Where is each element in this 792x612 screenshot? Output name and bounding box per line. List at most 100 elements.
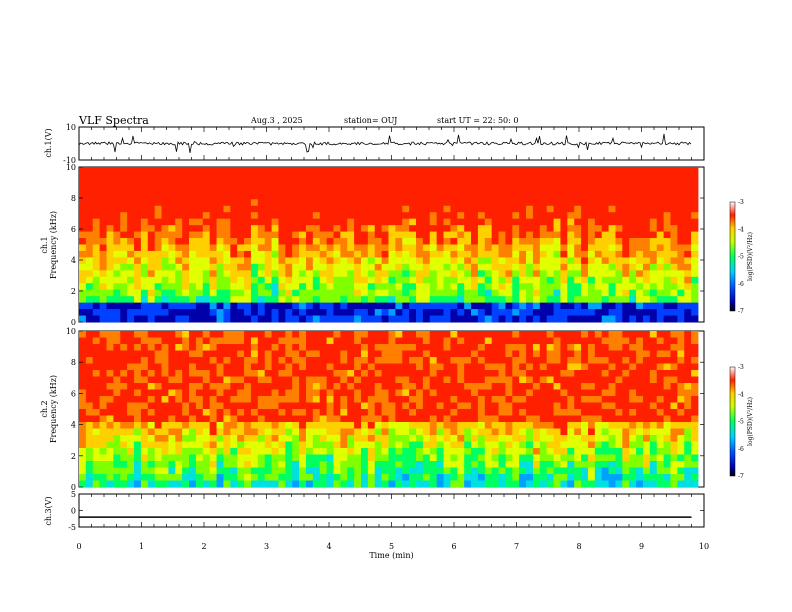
spectrogram-cell — [120, 276, 128, 284]
spectrogram-cell — [354, 415, 362, 423]
spectrogram-cell — [299, 428, 307, 436]
spectrogram-cell — [443, 296, 451, 304]
spectrogram-cell — [134, 167, 142, 174]
spectrogram-cell — [299, 337, 307, 345]
spectrogram-cell — [622, 270, 630, 278]
spectrogram-cell — [367, 173, 376, 181]
spectrogram-cell — [360, 480, 369, 488]
spectrogram-cell — [140, 302, 149, 310]
spectrogram-cell — [230, 441, 238, 449]
spectrogram-cell — [175, 448, 183, 455]
spectrogram-cell — [526, 283, 534, 291]
spectrogram-cell — [340, 337, 348, 345]
spectrogram-cell — [553, 448, 561, 455]
spectrogram-cell — [305, 212, 314, 220]
spectrogram-cell — [567, 441, 575, 449]
spectrogram-cell — [285, 173, 293, 181]
spectrogram-cell — [120, 192, 128, 200]
spectrogram-cell — [216, 350, 224, 358]
spectrogram-cell — [656, 357, 665, 364]
spectrogram-cell — [106, 396, 114, 403]
spectrogram-cell — [127, 212, 135, 220]
spectrogram-cell — [85, 363, 94, 371]
spectrogram-cell — [106, 389, 114, 397]
spectrogram-cell — [416, 441, 424, 449]
spectrogram-cell — [636, 302, 644, 310]
spectrogram-cell — [422, 309, 431, 316]
spectrogram-cell — [216, 363, 224, 371]
spectrogram-cell — [656, 331, 665, 338]
spectrogram-cell — [656, 422, 665, 429]
spectrogram-cell — [450, 225, 458, 232]
spectrogram-cell — [347, 331, 355, 338]
spectrogram-cell — [182, 302, 190, 310]
spectrogram-cell — [581, 363, 589, 371]
spectrogram-cell — [161, 435, 169, 442]
spectrogram-cell — [381, 396, 389, 403]
spectrogram-cell — [209, 402, 217, 410]
spectrogram-cell — [340, 186, 348, 194]
spectrogram-cell — [395, 428, 403, 436]
spectrogram-cell — [649, 396, 658, 403]
spectrogram-cell — [134, 383, 142, 390]
spectrogram-cell — [484, 315, 493, 323]
spectrogram-cell — [140, 179, 149, 187]
spectrogram-cell — [498, 337, 506, 345]
spectrogram-cell — [195, 337, 204, 345]
spectrogram-cell — [574, 238, 582, 245]
spectrogram-cell — [264, 454, 272, 462]
spectrogram-cell — [526, 344, 534, 351]
spectrogram-cell — [471, 337, 479, 345]
spectrogram-cell — [546, 250, 554, 258]
spectrogram-cell — [395, 461, 403, 468]
spectrogram-cell — [464, 448, 472, 455]
spectrogram-cell — [367, 212, 376, 220]
spectrogram-cell — [656, 376, 665, 384]
spectrogram-cell — [305, 192, 314, 200]
spectrogram-cell — [106, 370, 114, 377]
spectrogram-cell — [581, 173, 589, 181]
spectrogram-cell — [649, 257, 658, 265]
spectrogram-cell — [436, 415, 444, 423]
spectrogram-cell — [416, 263, 424, 271]
spectrogram-cell — [608, 244, 616, 252]
spectrogram-cell — [581, 212, 589, 220]
spectrogram-cell — [526, 350, 534, 358]
spectrogram-cell — [450, 244, 458, 252]
spectrogram-cell — [615, 244, 623, 252]
spectrogram-cell — [333, 276, 341, 284]
spectrogram-cell — [587, 244, 596, 252]
spectrogram-cell — [594, 454, 603, 462]
y-tick-label: -5 — [68, 523, 76, 532]
spectrogram-cell — [326, 363, 334, 371]
y-tick-label: 6 — [71, 389, 76, 398]
spectrogram-cell — [491, 428, 499, 436]
spectrogram-cell — [670, 244, 678, 252]
spectrogram-cell — [512, 422, 520, 429]
spectrogram-cell — [477, 225, 486, 232]
spectrogram-cell — [519, 263, 527, 271]
spectrogram-cell — [457, 192, 465, 200]
spectrogram-cell — [422, 331, 431, 338]
spectrogram-cell — [230, 302, 238, 310]
spectrogram-cell — [608, 173, 616, 181]
spectrogram-cell — [553, 309, 561, 316]
spectrogram-cell — [202, 225, 211, 232]
spectrogram-cell — [154, 283, 162, 291]
spectrogram-cell — [450, 205, 458, 213]
spectrogram-cell — [189, 283, 197, 291]
spectrogram-cell — [615, 441, 623, 449]
spectrogram-cell — [636, 454, 644, 462]
spectrogram-cell — [512, 167, 520, 174]
spectrogram-cell — [360, 389, 369, 397]
spectrogram-cell — [691, 415, 699, 423]
spectrogram-cell — [168, 389, 176, 397]
spectrogram-cell — [182, 331, 190, 338]
spectrogram-cell — [581, 199, 589, 207]
spectrogram-cell — [319, 309, 327, 316]
spectrogram-cell — [512, 454, 520, 462]
spectrogram-cell — [402, 415, 410, 423]
spectrogram-cell — [601, 337, 609, 345]
spectrogram-cell — [594, 302, 603, 310]
spectrogram-cell — [168, 370, 176, 377]
